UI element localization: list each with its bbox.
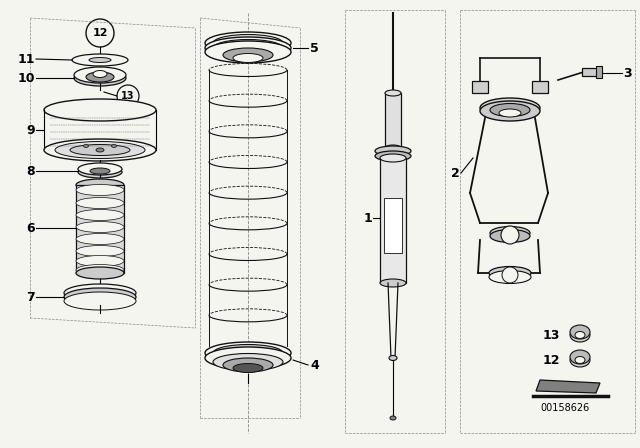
Circle shape (502, 267, 518, 283)
Ellipse shape (111, 145, 116, 147)
Ellipse shape (72, 54, 128, 66)
Ellipse shape (89, 57, 111, 63)
Ellipse shape (480, 98, 540, 118)
Ellipse shape (375, 146, 411, 156)
Ellipse shape (88, 293, 113, 301)
Ellipse shape (93, 70, 107, 78)
Ellipse shape (76, 255, 124, 267)
Ellipse shape (76, 233, 124, 245)
Text: 5: 5 (310, 42, 319, 55)
Ellipse shape (570, 325, 590, 339)
Ellipse shape (499, 109, 521, 117)
Ellipse shape (76, 210, 124, 220)
Bar (76, 185, 124, 273)
Ellipse shape (389, 356, 397, 361)
Ellipse shape (489, 267, 531, 280)
Text: 9: 9 (26, 124, 35, 137)
Ellipse shape (76, 221, 124, 233)
Text: 1: 1 (364, 211, 372, 224)
Ellipse shape (64, 292, 136, 310)
Ellipse shape (213, 353, 283, 370)
Ellipse shape (213, 345, 283, 362)
Ellipse shape (86, 72, 114, 82)
Ellipse shape (490, 227, 530, 240)
Ellipse shape (76, 198, 124, 208)
Ellipse shape (75, 293, 125, 306)
Ellipse shape (213, 39, 283, 56)
Ellipse shape (490, 103, 530, 116)
Ellipse shape (380, 154, 406, 162)
Ellipse shape (74, 67, 126, 83)
Ellipse shape (90, 168, 110, 174)
Bar (596, 66, 602, 78)
Bar (532, 81, 548, 93)
Ellipse shape (390, 416, 396, 420)
Ellipse shape (233, 363, 263, 372)
Ellipse shape (205, 347, 291, 369)
Ellipse shape (490, 229, 530, 242)
Text: 13: 13 (543, 328, 561, 341)
Ellipse shape (205, 37, 291, 59)
Text: 12: 12 (543, 353, 561, 366)
Ellipse shape (74, 70, 126, 86)
Ellipse shape (223, 48, 273, 62)
Polygon shape (536, 380, 600, 393)
Ellipse shape (213, 34, 283, 52)
Ellipse shape (64, 284, 136, 302)
Ellipse shape (380, 279, 406, 287)
Ellipse shape (44, 139, 156, 161)
Text: 12: 12 (92, 28, 108, 38)
Ellipse shape (70, 145, 130, 155)
Ellipse shape (205, 32, 291, 54)
Ellipse shape (83, 145, 88, 147)
Text: 6: 6 (26, 221, 35, 234)
Text: 4: 4 (310, 358, 319, 371)
Ellipse shape (78, 166, 122, 178)
Bar (384, 198, 402, 253)
Ellipse shape (223, 358, 273, 372)
Ellipse shape (575, 332, 585, 339)
Ellipse shape (385, 145, 401, 151)
Text: 00158626: 00158626 (540, 403, 589, 413)
Ellipse shape (570, 353, 590, 367)
Ellipse shape (78, 163, 122, 175)
Text: 10: 10 (17, 72, 35, 85)
Text: 7: 7 (26, 290, 35, 303)
Ellipse shape (76, 264, 124, 276)
Bar (582, 68, 600, 76)
Circle shape (86, 19, 114, 47)
Ellipse shape (205, 342, 291, 364)
Text: 3: 3 (623, 66, 632, 79)
Bar (472, 81, 488, 93)
Ellipse shape (233, 53, 263, 63)
Circle shape (117, 85, 139, 107)
Ellipse shape (44, 99, 156, 121)
Circle shape (501, 226, 519, 244)
Ellipse shape (205, 41, 291, 63)
Ellipse shape (96, 148, 104, 152)
Ellipse shape (575, 357, 585, 363)
Ellipse shape (76, 185, 124, 195)
Ellipse shape (489, 271, 531, 284)
Bar (380, 158, 406, 283)
Ellipse shape (570, 350, 590, 364)
Ellipse shape (480, 101, 540, 121)
Text: 2: 2 (451, 167, 460, 180)
Ellipse shape (76, 179, 124, 191)
Ellipse shape (570, 328, 590, 342)
Ellipse shape (385, 90, 401, 96)
Text: 13: 13 (121, 91, 135, 101)
Ellipse shape (375, 151, 411, 161)
Ellipse shape (76, 246, 124, 257)
Ellipse shape (76, 267, 124, 279)
Ellipse shape (64, 288, 136, 306)
Bar (385, 93, 401, 148)
Ellipse shape (55, 142, 145, 159)
Text: 8: 8 (26, 164, 35, 177)
Text: 11: 11 (17, 52, 35, 65)
